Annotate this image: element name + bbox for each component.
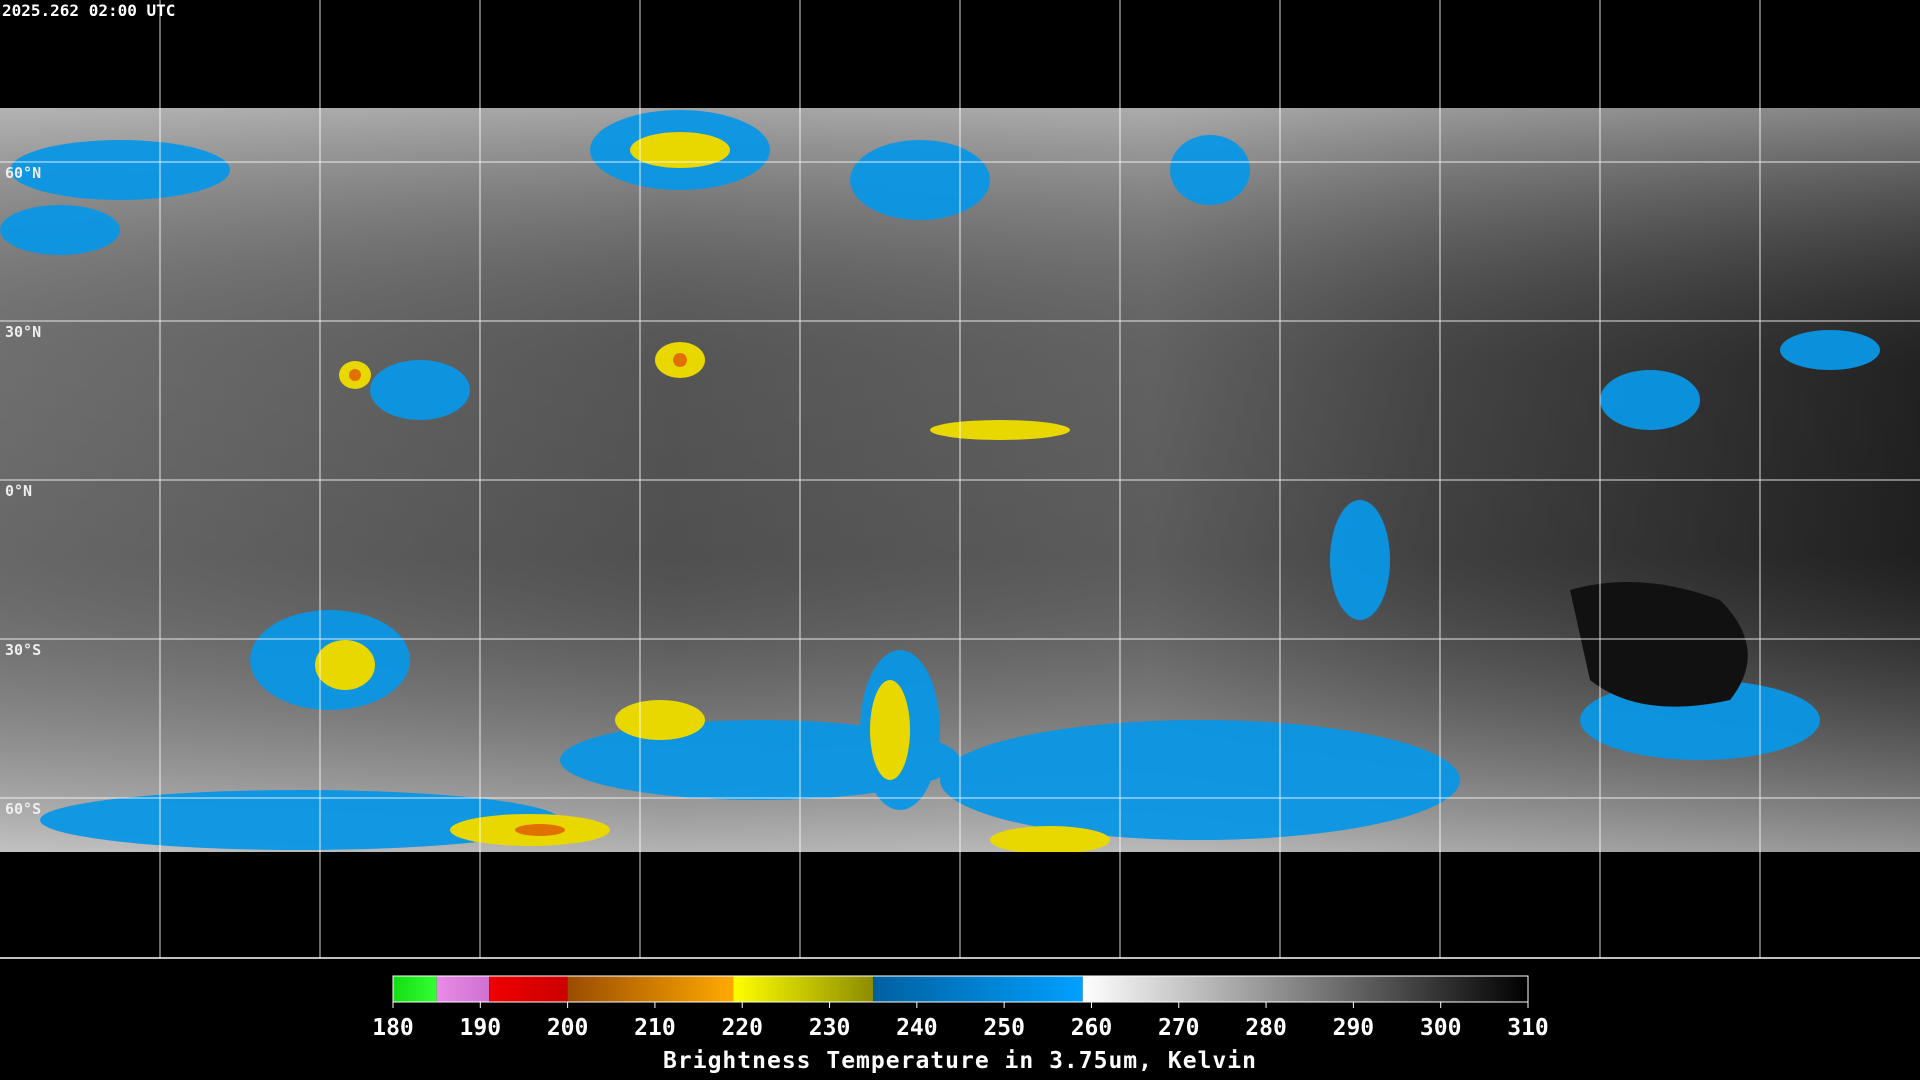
- colorbar-segment: [733, 976, 874, 1002]
- latitude-label: 60°S: [5, 800, 41, 818]
- colorbar-segment: [873, 976, 1083, 1002]
- colorbar-tick-label: 210: [634, 1015, 676, 1041]
- colorbar-tick-label: 240: [896, 1015, 938, 1041]
- colorbar-tick-label: 190: [460, 1015, 502, 1041]
- colorbar: 180 190 200 210 220 230 240 250 260 270 280 290 300 3…: [372, 975, 1549, 1041]
- latitude-labels: 60°N 30°N 0°N 30°S 60°S: [5, 164, 41, 818]
- colorbar-tick-label: 280: [1245, 1015, 1287, 1041]
- latitude-label: 30°S: [5, 641, 41, 659]
- colorbar-segment: [1082, 976, 1528, 1002]
- colorbar-tick-label: 180: [372, 1015, 414, 1041]
- timestamp: 2025.262 02:00 UTC: [2, 1, 175, 20]
- lat-lon-grid: [0, 0, 1920, 958]
- colorbar-segment: [393, 976, 437, 1002]
- colorbar-tick-label: 200: [547, 1015, 589, 1041]
- colorbar-segment: [489, 976, 568, 1002]
- colorbar-frame: [392, 975, 1529, 1003]
- colorbar-segment: [567, 976, 734, 1002]
- latitude-label: 60°N: [5, 164, 41, 182]
- colorbar-label: Brightness Temperature in 3.75um, Kelvin: [663, 1048, 1257, 1074]
- colorbar-tick-label: 310: [1507, 1015, 1549, 1041]
- colorbar-tick-label: 300: [1420, 1015, 1462, 1041]
- colorbar-tick-label: 260: [1071, 1015, 1113, 1041]
- colorbar-tick-label: 230: [809, 1015, 851, 1041]
- latitude-label: 0°N: [5, 482, 32, 500]
- latitude-label: 30°N: [5, 323, 41, 341]
- colorbar-segment: [436, 976, 490, 1002]
- colorbar-tick-label: 250: [983, 1015, 1025, 1041]
- colorbar-tick-label: 270: [1158, 1015, 1200, 1041]
- colorbar-tick-label: 290: [1333, 1015, 1375, 1041]
- colorbar-tick-label: 220: [721, 1015, 763, 1041]
